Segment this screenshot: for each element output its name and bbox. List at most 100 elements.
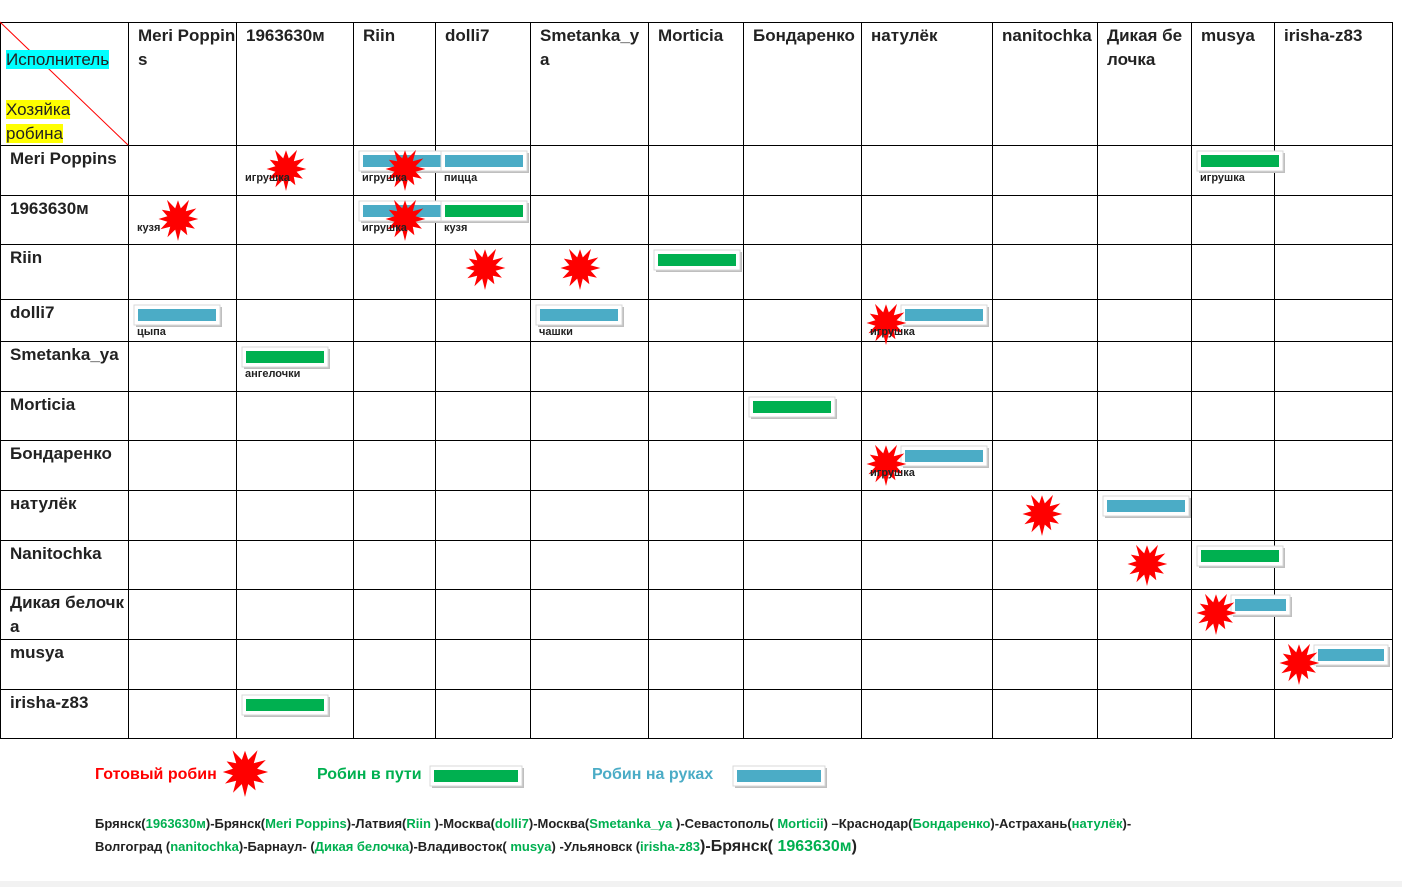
row-header: натулёк — [10, 494, 77, 513]
robin-bar — [246, 699, 324, 711]
column-header: Riin — [363, 26, 396, 45]
row-header: irisha-z83 — [10, 693, 89, 712]
robin-star — [1127, 544, 1168, 586]
robin-bar — [540, 309, 618, 321]
robin-bar — [1318, 649, 1384, 661]
column-header: Бондаренко — [753, 26, 855, 45]
route-segment: Волгоград ( — [95, 839, 171, 854]
robin-bar — [905, 309, 983, 321]
route-segment: )-Астрахань( — [990, 816, 1072, 831]
row-header: Meri Poppins — [10, 149, 117, 168]
row-header: Бондаренко — [10, 444, 112, 463]
route-segment: )- — [1122, 816, 1132, 831]
robin-bar — [445, 155, 523, 167]
robin-star — [1022, 494, 1063, 536]
robin-star — [385, 199, 426, 241]
robin-bar — [1235, 599, 1286, 611]
robin-star — [266, 149, 307, 191]
robin-bar — [246, 351, 324, 363]
robin-bar — [1107, 500, 1185, 512]
robin-star — [866, 444, 907, 486]
column-header: 1963630м — [246, 26, 325, 45]
route-segment: musya — [510, 839, 552, 854]
column-header: Morticia — [658, 26, 724, 45]
cell-label: игрушка — [870, 326, 915, 338]
cell-label: пицца — [444, 172, 478, 184]
route-line: Волгоград (nanitochka)-Барнаул- (Дикая б… — [95, 838, 857, 856]
legend-label: Робин в пути — [317, 766, 422, 783]
corner-diagonal — [0, 21, 129, 146]
robin-bar — [138, 309, 216, 321]
row-header: Morticia — [10, 395, 76, 414]
route-segment: 1963630м — [777, 838, 852, 855]
route-segment: Smetanka_ya — [589, 816, 676, 831]
cell-label: игрушка — [1200, 172, 1245, 184]
columns-label: Исполнитель — [6, 50, 110, 69]
row-header: 1963630м — [10, 199, 89, 218]
robin-star — [866, 303, 907, 345]
route-segment: )-Латвия( — [346, 816, 407, 831]
route-line: Брянск(1963630м)-Брянск(Meri Poppins)-Ла… — [95, 816, 1131, 831]
robin-bar — [753, 401, 831, 413]
row-header: Nanitochka — [10, 544, 102, 563]
column-header: irisha-z83 — [1284, 26, 1363, 45]
route-segment: nanitochka — [170, 839, 239, 854]
robin-bar — [1201, 155, 1279, 167]
row-header: Дикая белочка — [10, 593, 125, 636]
robin-bar — [658, 254, 736, 266]
robin-star — [465, 248, 506, 290]
column-header: Meri Poppins — [138, 26, 236, 69]
route-segment: Meri Poppins — [265, 816, 347, 831]
route-segment: 1963630м — [145, 816, 206, 831]
robin-star — [158, 199, 199, 241]
route-segment: )-Владивосток( — [409, 839, 511, 854]
route-segment: )-Москва( — [434, 816, 495, 831]
row-header: dolli7 — [10, 303, 55, 322]
route-segment: dolli7 — [494, 816, 529, 831]
route-segment: натулёк — [1071, 816, 1123, 831]
legend-bar — [434, 770, 518, 782]
column-header: натулёк — [871, 26, 938, 45]
route-segment: Дикая белочка — [314, 839, 410, 854]
cell-label: чашки — [539, 326, 573, 338]
route-segment: Бондаренко — [912, 816, 991, 831]
route-segment: Morticii — [777, 816, 824, 831]
route-segment: )-Москва( — [528, 816, 590, 831]
robin-bar — [905, 450, 983, 462]
route-segment: Riin — [406, 816, 435, 831]
cell-label: игрушка — [362, 172, 407, 184]
cell-label: игрушка — [870, 467, 915, 479]
route-segment: ) — [851, 838, 857, 855]
row-header: Riin — [10, 248, 43, 267]
route-segment: ) -Ульяновск ( — [551, 839, 641, 854]
robin-bar — [1201, 550, 1279, 562]
column-header: nanitochka — [1002, 26, 1092, 45]
corner-rows: Хозяйка робина — [6, 98, 81, 146]
route-segment: ) –Краснодар( — [823, 816, 913, 831]
legend-label: Робин на руках — [592, 766, 714, 783]
robin-star — [560, 248, 601, 290]
route-segment: )-Барнаул- ( — [238, 839, 315, 854]
legend-label: Готовый робин — [95, 766, 217, 783]
cell-label: кузя — [137, 222, 161, 234]
row-header: musya — [10, 643, 64, 662]
rows-label: Хозяйка робина — [6, 100, 71, 143]
cell-label: игрушка — [362, 222, 407, 234]
robin-star — [1279, 643, 1320, 685]
robin-star — [385, 149, 426, 191]
cell-label: игрушка — [245, 172, 290, 184]
legend-star — [222, 750, 269, 797]
route-segment: )-Брянск( — [205, 816, 266, 831]
column-header: dolli7 — [445, 26, 490, 45]
column-header: Дикая белочка — [1107, 26, 1183, 69]
legend-bar — [737, 770, 821, 782]
robin-bar — [445, 205, 523, 217]
row-header: Smetanka_ya — [10, 345, 119, 364]
cell-label: цыпа — [137, 326, 166, 338]
route-segment: irisha-z83 — [640, 839, 701, 854]
corner-columns: Исполнитель — [6, 48, 126, 72]
route-segment: Брянск( — [95, 816, 146, 831]
robin-star — [1196, 593, 1237, 635]
